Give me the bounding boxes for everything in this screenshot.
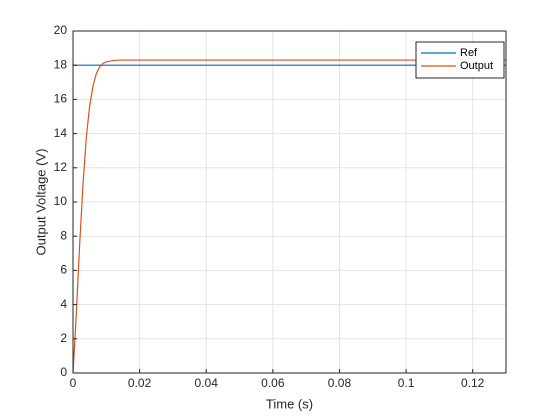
y-tick-label: 6 <box>60 263 67 277</box>
data-line <box>72 59 506 374</box>
y-tick-label: 0 <box>60 365 67 379</box>
x-tick-label: 0.06 <box>261 376 285 390</box>
y-tick-label: 12 <box>54 160 68 174</box>
y-tick-label: 4 <box>60 297 67 311</box>
y-tick-label: 18 <box>54 57 68 71</box>
y-tick-label: 20 <box>54 23 68 37</box>
x-tick-label: 0.12 <box>461 376 485 390</box>
x-tick-label: 0 <box>70 376 77 390</box>
legend-label: Output <box>460 60 493 72</box>
y-axis-label: Output Voltage (V) <box>33 149 48 256</box>
legend-label: Ref <box>460 47 478 59</box>
x-tick-label: 0.02 <box>128 376 152 390</box>
legend-box <box>415 41 505 79</box>
x-axis-label: Time (s) <box>266 396 313 411</box>
y-tick-label: 10 <box>54 194 68 208</box>
x-tick-label: 0.1 <box>398 376 415 390</box>
y-tick-label: 16 <box>54 92 68 106</box>
y-tick-label: 14 <box>54 126 68 140</box>
x-tick-label: 0.04 <box>195 376 219 390</box>
x-tick-label: 0.08 <box>328 376 352 390</box>
y-tick-label: 8 <box>60 228 67 242</box>
ticks: 0 0.02 0.04 0.06 0.08 0.1 0.12 0 2 4 6 8 10 12 14 16 18 2… <box>54 23 485 390</box>
y-tick-label: 2 <box>60 331 67 345</box>
